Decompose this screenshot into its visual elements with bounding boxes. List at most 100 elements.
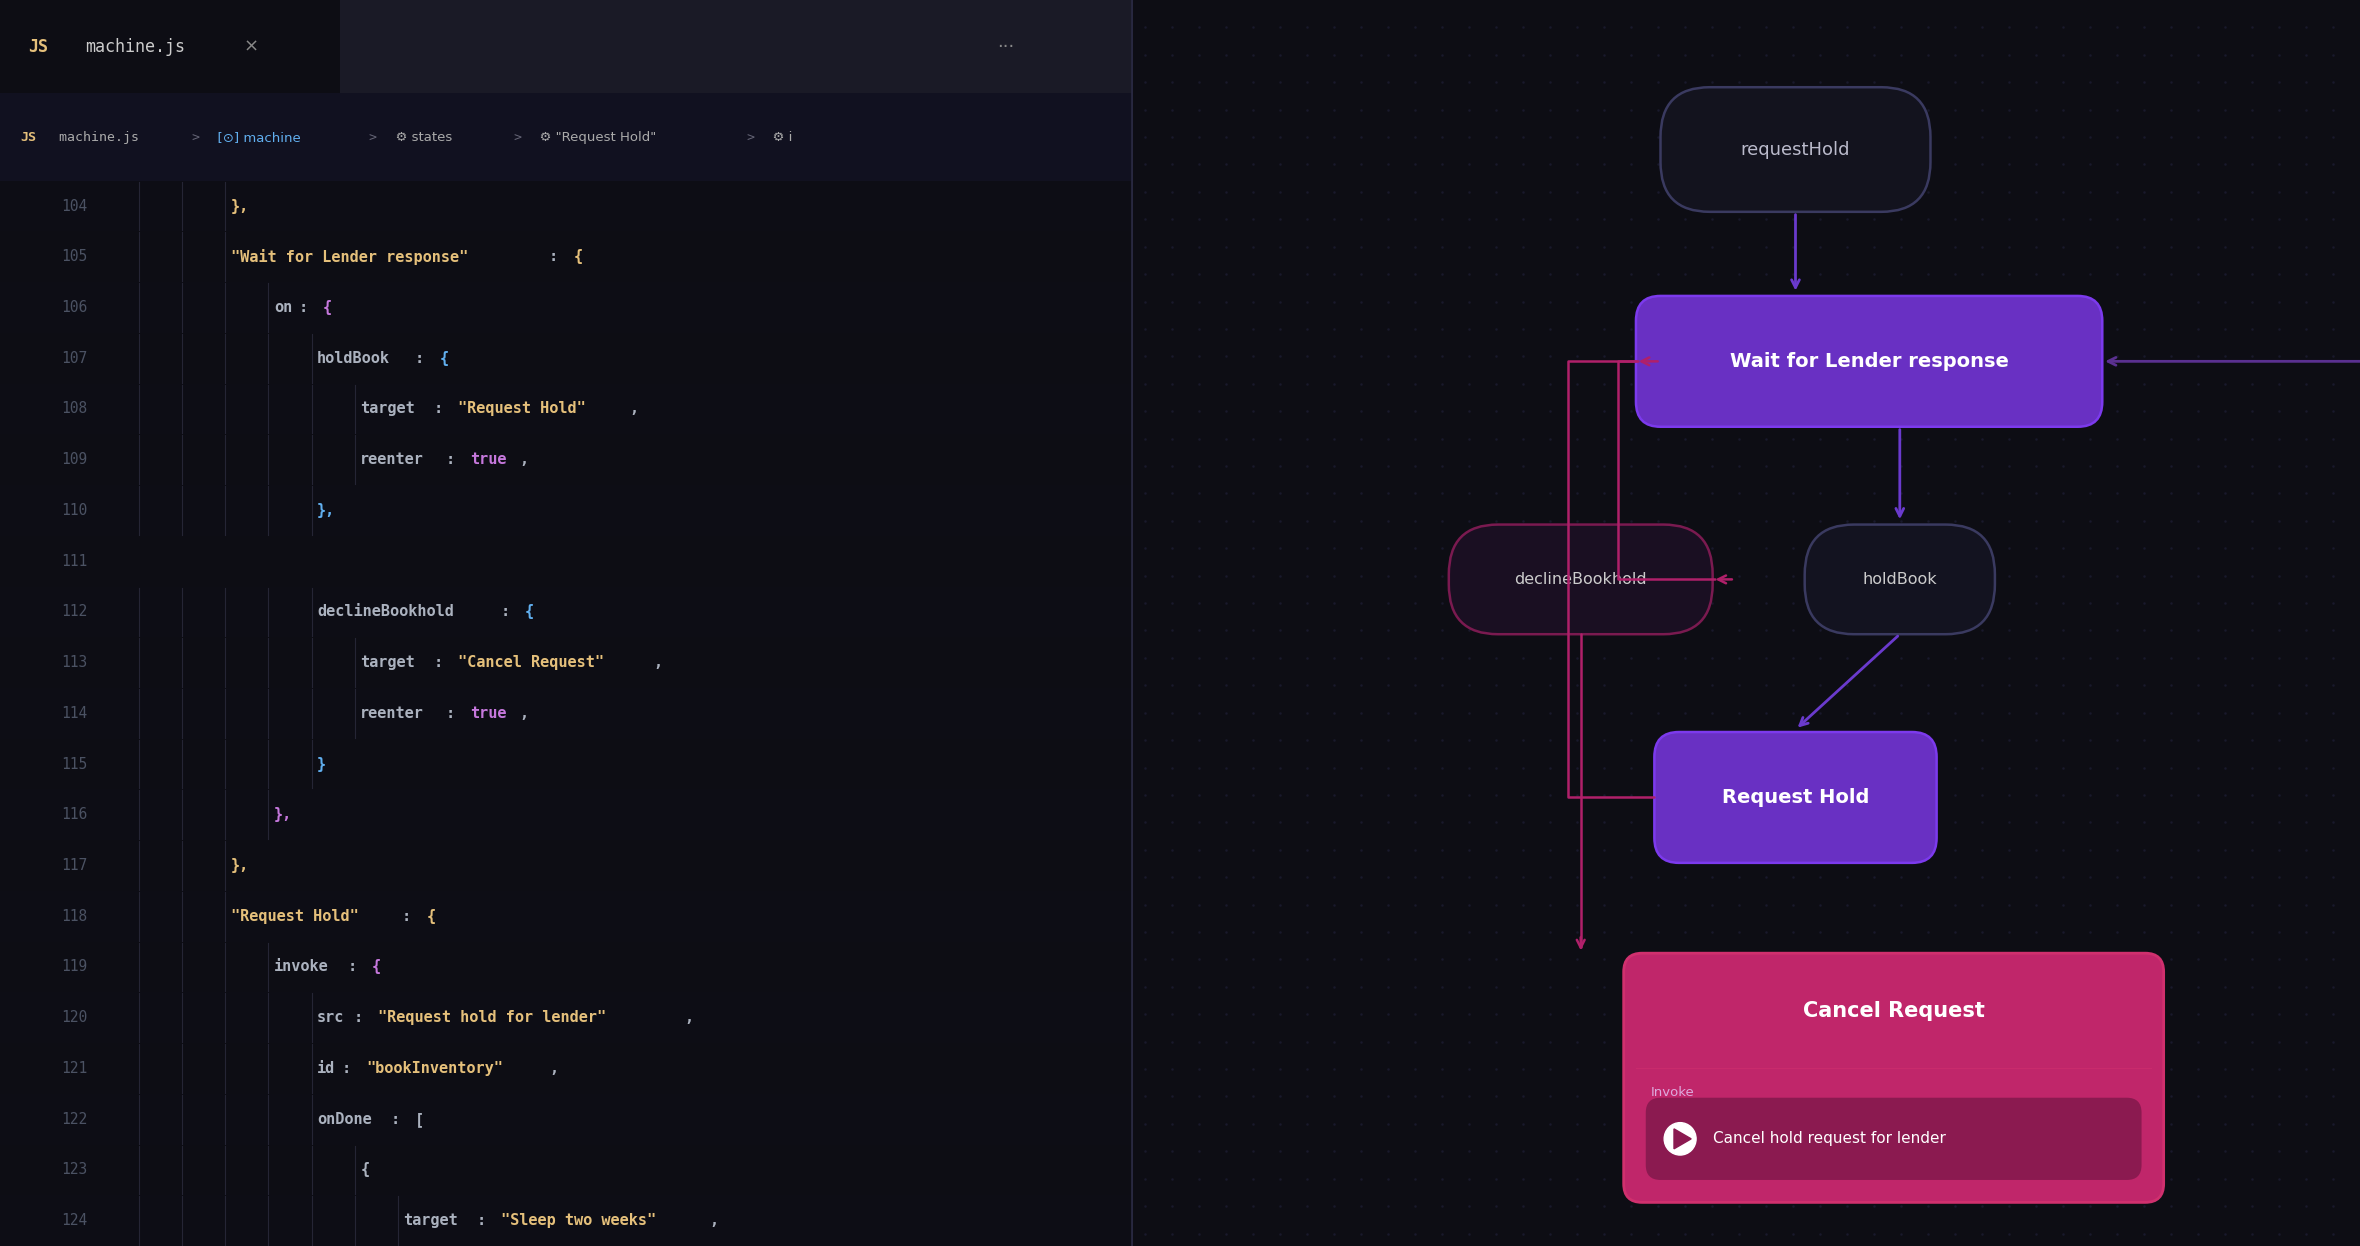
Text: {: { [427,908,437,923]
Text: Request Hold: Request Hold [1723,787,1869,807]
Text: },: }, [316,503,335,518]
Text: src: src [316,1011,345,1025]
FancyBboxPatch shape [1449,525,1713,634]
Text: },: }, [274,807,293,822]
Text: :: : [300,300,316,315]
Text: Cancel Request: Cancel Request [1803,1001,1985,1020]
Text: },: }, [231,198,250,213]
Text: 121: 121 [61,1060,87,1077]
Text: Wait for Lender response: Wait for Lender response [1730,351,2008,371]
Text: Cancel hold request for lender: Cancel hold request for lender [1713,1131,1947,1146]
Text: on: on [274,300,293,315]
Text: 120: 120 [61,1011,87,1025]
FancyBboxPatch shape [1654,731,1938,862]
FancyBboxPatch shape [1624,953,2164,1202]
Text: target: target [361,655,415,670]
FancyBboxPatch shape [0,587,1133,637]
Text: 109: 109 [61,452,87,467]
Text: 107: 107 [61,350,87,366]
Text: 119: 119 [61,959,87,974]
Text: declineBookhold: declineBookhold [1515,572,1647,587]
FancyBboxPatch shape [0,992,1133,1043]
Text: 110: 110 [61,503,87,518]
Text: :: : [342,1060,361,1077]
Text: 106: 106 [61,300,87,315]
Text: },: }, [231,858,250,873]
Text: "Request Hold": "Request Hold" [231,908,359,923]
FancyBboxPatch shape [1645,1098,2141,1180]
Text: onDone: onDone [316,1111,373,1126]
Text: 113: 113 [61,655,87,670]
Text: [: [ [415,1111,425,1126]
Text: "Request hold for lender": "Request hold for lender" [378,1011,607,1025]
Text: JS: JS [21,131,35,143]
Text: "Request Hold": "Request Hold" [458,401,585,416]
FancyBboxPatch shape [0,282,1133,333]
Text: ,: , [519,452,529,467]
Text: :: : [434,655,451,670]
Text: :: : [354,1011,373,1025]
Text: ⚙ states: ⚙ states [387,131,453,143]
Text: :: : [392,1111,408,1126]
Text: machine.js: machine.js [42,131,139,143]
Text: ⚙ "Request Hold": ⚙ "Request Hold" [531,131,656,143]
Text: :: : [500,604,519,619]
FancyBboxPatch shape [0,790,1133,840]
Text: requestHold: requestHold [1742,141,1850,158]
Text: "Wait for Lender response": "Wait for Lender response" [231,249,467,264]
Text: true: true [470,452,507,467]
Text: :: : [415,350,434,366]
Polygon shape [1673,1129,1692,1149]
Text: 111: 111 [61,553,87,568]
Text: {: { [439,350,448,366]
Text: 114: 114 [61,705,87,721]
FancyBboxPatch shape [0,485,1133,536]
Text: 124: 124 [61,1214,87,1229]
Text: >: > [732,131,755,143]
Text: invoke: invoke [274,959,328,974]
FancyBboxPatch shape [0,93,1133,181]
Text: {: { [373,959,380,974]
Text: Invoke: Invoke [1650,1087,1694,1099]
FancyBboxPatch shape [0,688,1133,739]
Text: 116: 116 [61,807,87,822]
FancyBboxPatch shape [0,0,1133,93]
Text: [⊙] machine: [⊙] machine [210,131,300,143]
Text: machine.js: machine.js [85,37,184,56]
Text: ···: ··· [996,37,1015,56]
Text: 105: 105 [61,249,87,264]
Text: }: } [316,756,326,771]
FancyBboxPatch shape [1805,525,1994,634]
FancyBboxPatch shape [1635,297,2103,426]
Text: ⚙ i: ⚙ i [765,131,793,143]
Text: JS: JS [28,37,47,56]
Text: reenter: reenter [361,452,425,467]
Text: :: : [477,1214,496,1229]
Text: :: : [446,705,465,721]
FancyBboxPatch shape [0,0,340,93]
Text: 123: 123 [61,1163,87,1177]
Text: id: id [316,1060,335,1077]
Text: 118: 118 [61,908,87,923]
Text: target: target [361,401,415,416]
Text: target: target [404,1214,458,1229]
Text: "bookInventory": "bookInventory" [366,1060,503,1077]
Text: 115: 115 [61,756,87,771]
Text: :: : [401,908,420,923]
Text: ,: , [654,655,663,670]
Text: :: : [347,959,366,974]
Text: "Sleep two weeks": "Sleep two weeks" [500,1214,656,1229]
Text: ,: , [708,1214,717,1229]
Text: declineBookhold: declineBookhold [316,604,453,619]
Text: {: { [573,249,583,264]
Text: :: : [434,401,451,416]
Text: >: > [175,131,201,143]
Text: 108: 108 [61,401,87,416]
FancyBboxPatch shape [0,1094,1133,1145]
Text: :: : [446,452,465,467]
Text: ,: , [684,1011,694,1025]
Text: 122: 122 [61,1111,87,1126]
FancyBboxPatch shape [1661,87,1930,212]
Text: >: > [498,131,522,143]
FancyBboxPatch shape [0,181,1133,232]
